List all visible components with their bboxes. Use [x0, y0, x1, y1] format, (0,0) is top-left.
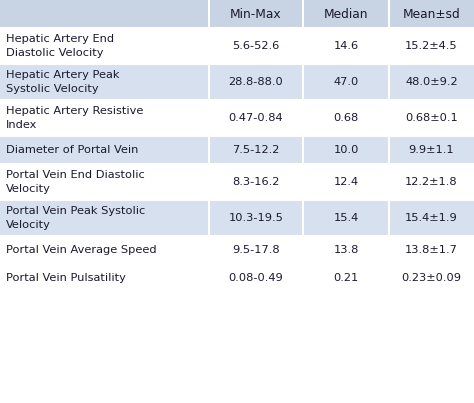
Text: 13.8±1.7: 13.8±1.7: [405, 245, 458, 255]
Text: 5.6-52.6: 5.6-52.6: [232, 41, 280, 51]
Bar: [0, 64, 474, 100]
Text: Hepatic Artery Peak
Systolic Velocity: Hepatic Artery Peak Systolic Velocity: [6, 71, 119, 93]
Bar: [0, 200, 474, 236]
Text: Portal Vein Peak Systolic
Velocity: Portal Vein Peak Systolic Velocity: [6, 206, 145, 230]
Text: Mean±sd: Mean±sd: [402, 8, 460, 21]
Text: Hepatic Artery End
Diastolic Velocity: Hepatic Artery End Diastolic Velocity: [6, 34, 114, 58]
Bar: [0, 264, 474, 292]
Bar: [0, 28, 474, 64]
Text: 0.23±0.09: 0.23±0.09: [401, 273, 461, 283]
Bar: [0, 164, 474, 200]
Text: Hepatic Artery Resistive
Index: Hepatic Artery Resistive Index: [6, 106, 143, 130]
Text: 14.6: 14.6: [333, 41, 359, 51]
Bar: [0, 100, 474, 136]
Text: Portal Vein Pulsatility: Portal Vein Pulsatility: [6, 273, 126, 283]
Text: Portal Vein Average Speed: Portal Vein Average Speed: [6, 245, 156, 255]
Text: 7.5-12.2: 7.5-12.2: [232, 145, 280, 155]
Bar: [0, 136, 474, 164]
Text: 0.68: 0.68: [333, 113, 359, 123]
Text: Median: Median: [324, 8, 368, 21]
Text: 12.2±1.8: 12.2±1.8: [405, 177, 458, 187]
Text: 28.8-88.0: 28.8-88.0: [228, 77, 283, 87]
Text: Portal Vein End Diastolic
Velocity: Portal Vein End Diastolic Velocity: [6, 170, 145, 193]
Text: 15.4: 15.4: [333, 213, 359, 223]
Text: 13.8: 13.8: [333, 245, 359, 255]
Text: 9.5-17.8: 9.5-17.8: [232, 245, 280, 255]
Text: 8.3-16.2: 8.3-16.2: [232, 177, 280, 187]
Text: Min-Max: Min-Max: [230, 8, 282, 21]
Text: 0.47-0.84: 0.47-0.84: [228, 113, 283, 123]
Text: 10.3-19.5: 10.3-19.5: [228, 213, 283, 223]
Text: Diameter of Portal Vein: Diameter of Portal Vein: [6, 145, 138, 155]
Text: 12.4: 12.4: [333, 177, 359, 187]
Text: 15.2±4.5: 15.2±4.5: [405, 41, 458, 51]
Bar: [0, 0, 474, 28]
Text: 0.21: 0.21: [333, 273, 359, 283]
Text: 9.9±1.1: 9.9±1.1: [409, 145, 454, 155]
Bar: [0, 236, 474, 264]
Text: 15.4±1.9: 15.4±1.9: [405, 213, 458, 223]
Text: 0.08-0.49: 0.08-0.49: [228, 273, 283, 283]
Text: 47.0: 47.0: [333, 77, 359, 87]
Text: 48.0±9.2: 48.0±9.2: [405, 77, 458, 87]
Text: 10.0: 10.0: [333, 145, 359, 155]
Text: 0.68±0.1: 0.68±0.1: [405, 113, 458, 123]
